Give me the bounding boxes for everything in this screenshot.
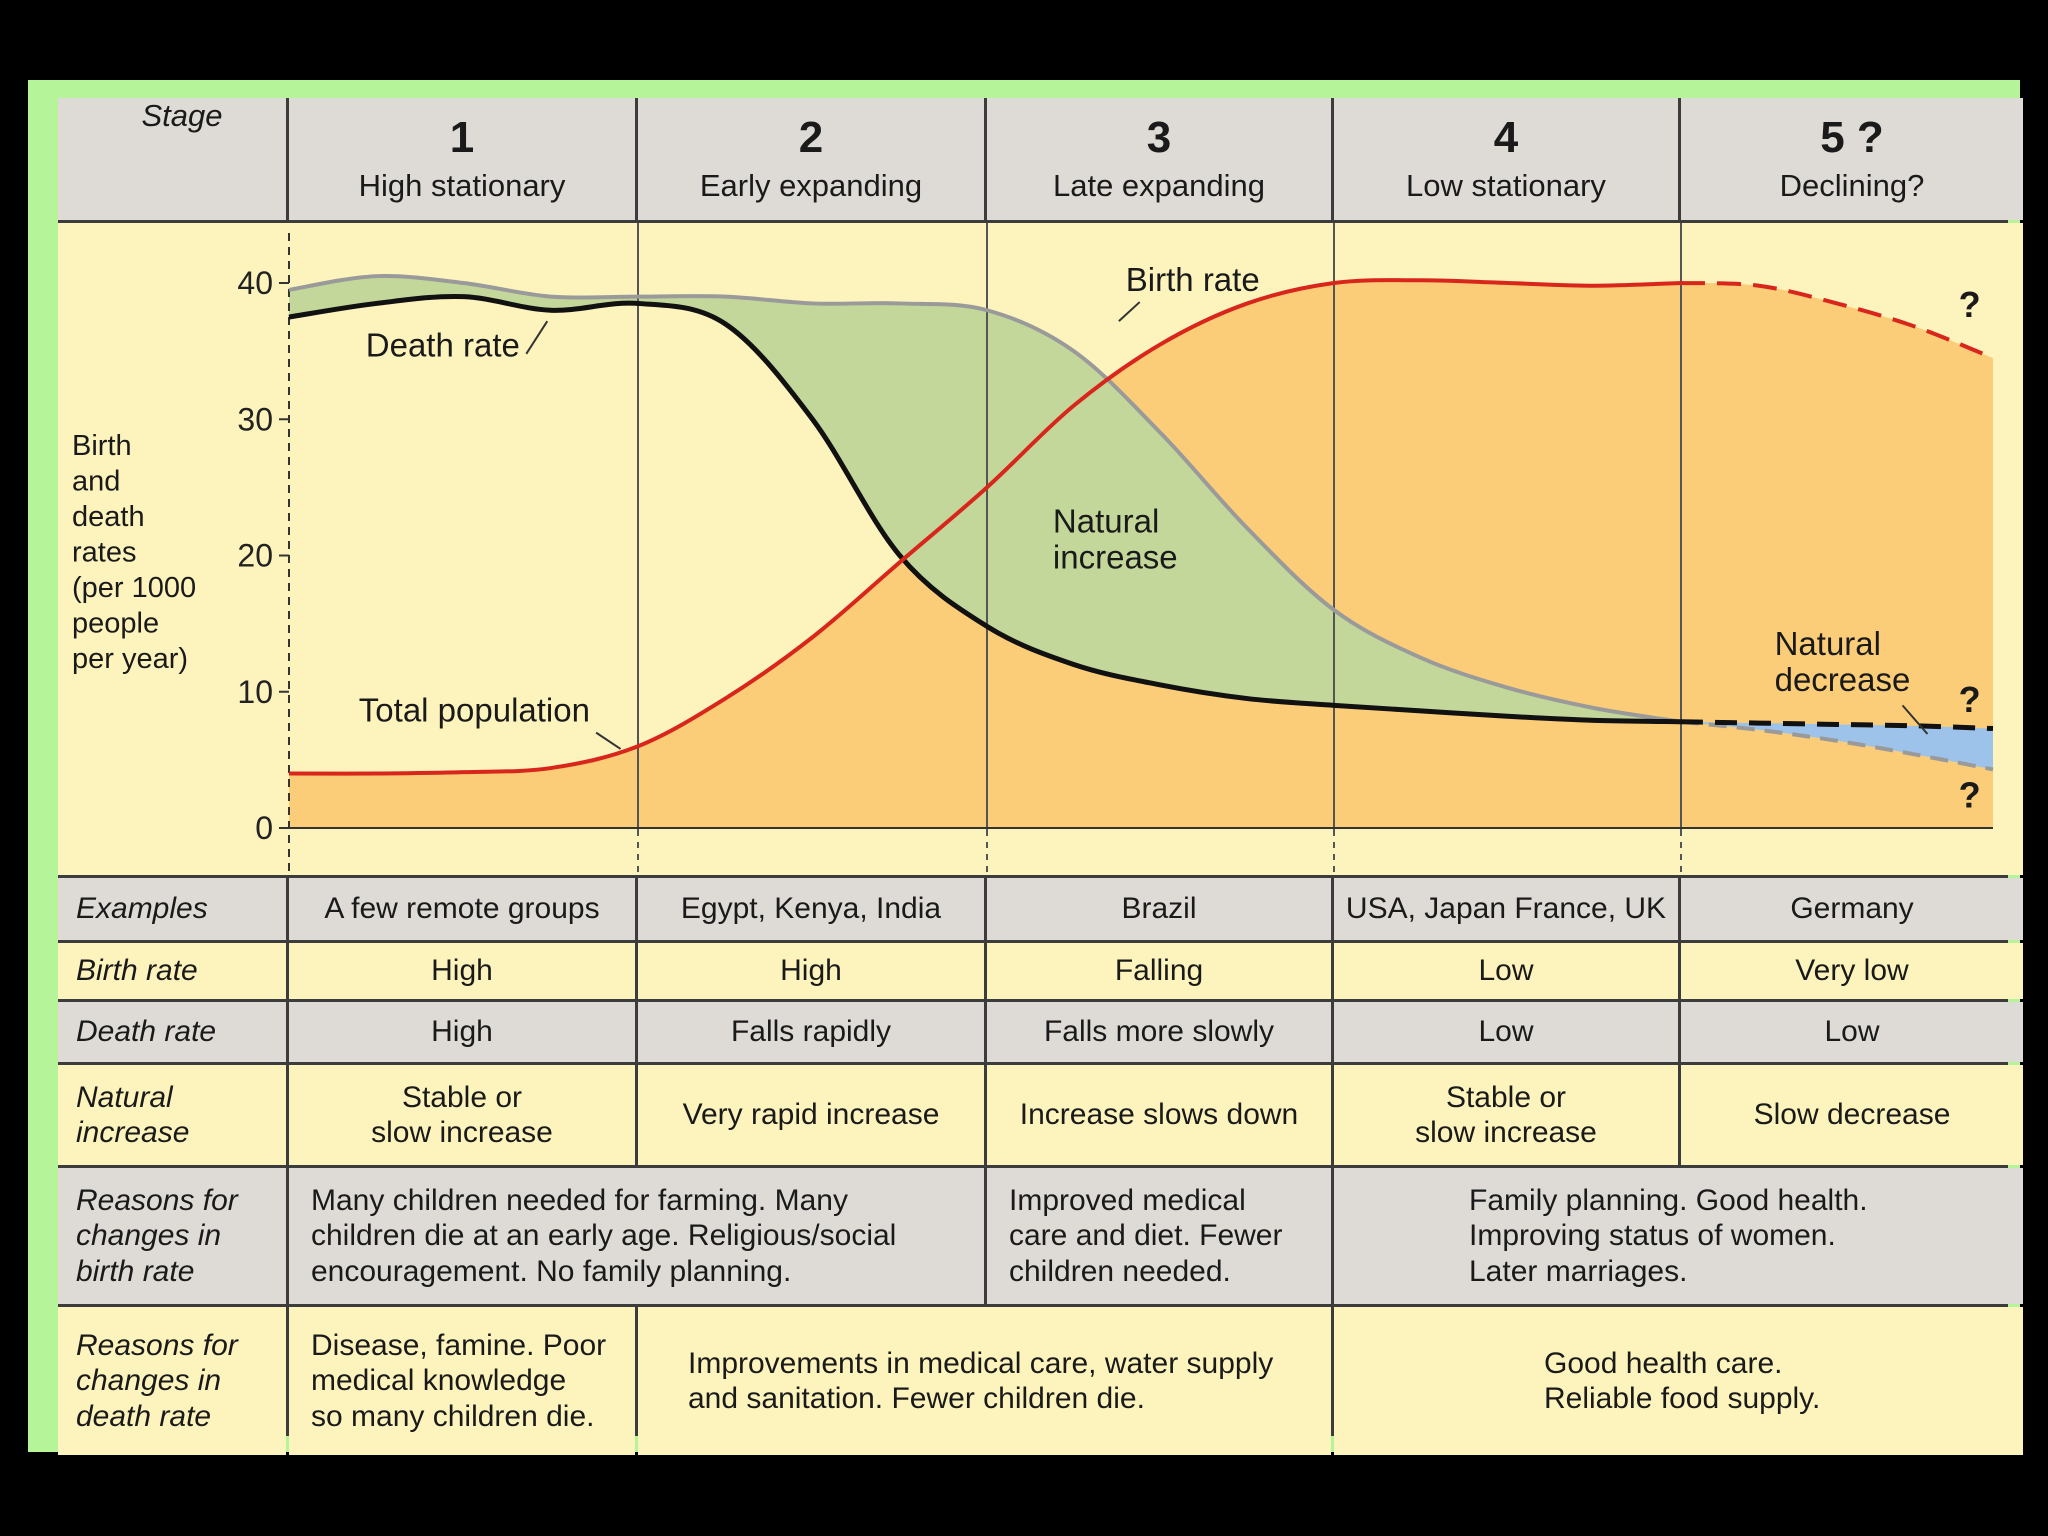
row-label-reasons-death: Reasons for changes in death rate [58,1307,286,1455]
death-rate-annotation: Death rate [366,327,520,364]
stage-number: 5 ? [1820,112,1884,162]
natural-decrease-annotation: Natural decrease [1775,625,1911,698]
demographic-transition-table: Stage 1 High stationary 2 Early expanding … [58,98,2023,1455]
row-label-natural-increase: Natural increase [58,1065,286,1165]
stage-header-label: Stage [58,98,286,220]
y-tick-label: 20 [237,538,273,574]
examples-cell: A few remote groups [289,878,635,940]
birth-rate-question-mark: ? [1959,775,1981,816]
total-population-pointer [595,731,622,750]
death-rate-question-mark: ? [1959,679,1981,720]
birth-rate-cell: Very low [1681,943,2023,999]
stage-name: High stationary [358,168,566,204]
diagram-frame: Stage 1 High stationary 2 Early expanding … [28,80,2023,1455]
y-tick-label: 10 [237,674,273,710]
death-rate-cell: High [289,1002,635,1062]
death-rate-cell: Low [1334,1002,1678,1062]
birth-rate-cell: High [638,943,984,999]
row-label-birth-rate: Birth rate [58,943,286,999]
birth-rate-annotation: Birth rate [1126,261,1260,298]
reasons-death-stage-4-5: Good health care. Reliable food supply. [1334,1307,2023,1455]
stage-4-header: 4 Low stationary [1334,98,1678,220]
death-rate-pointer [525,320,549,355]
reasons-birth-stage-3: Improved medical care and diet. Fewer ch… [987,1168,1331,1304]
natural-increase-cell: Stable or slow increase [289,1065,635,1165]
stage-name: Low stationary [1406,168,1606,204]
examples-cell: Brazil [987,878,1331,940]
y-tick-label: 0 [255,810,273,846]
stage-name: Late expanding [1052,168,1266,204]
total-population-line [288,278,1682,776]
row-label-examples: Examples [58,878,286,940]
y-tick-label: 40 [237,265,273,301]
birth-rate-cell: Falling [987,943,1331,999]
examples-cell: Egypt, Kenya, India [638,878,984,940]
birth-rate-line [288,274,1682,724]
natural-decrease-area [1681,721,1993,770]
birth-rate-cell: High [289,943,635,999]
stage-number: 2 [798,112,824,162]
death-rate-cell: Falls rapidly [638,1002,984,1062]
natural-decrease-pointer [1901,704,1929,735]
y-tick-label: 30 [237,401,273,437]
birth-rate-pointer [1118,301,1141,322]
stage-name: Declining? [1779,168,1925,204]
examples-cell: USA, Japan France, UK [1334,878,1678,940]
demographic-transition-chart: 0 10 20 30 40 Birth and death rates (per 1000 peop… [72,223,1994,875]
total-population-annotation: Total population [359,692,590,729]
stage-number: 1 [449,112,475,162]
population-question-mark: ? [1959,284,1981,325]
reasons-birth-stage-1-2: Many children needed for farming. Many c… [289,1168,984,1304]
death-rate-cell: Low [1681,1002,2023,1062]
y-axis-label: Birth and death rates (per 1000 people per yea… [72,430,196,675]
natural-increase-annotation: Natural increase [1053,502,1178,575]
total-population-projection [1680,281,1994,360]
natural-increase-cell: Slow decrease [1681,1065,2023,1165]
stage-number: 3 [1146,112,1172,162]
birth-rate-cell: Low [1334,943,1678,999]
stage-label-text: Stage [141,98,223,133]
natural-increase-cell: Very rapid increase [638,1065,984,1165]
reasons-death-stage-1: Disease, famine. Poor medical knowledge … [289,1307,635,1455]
stage-3-header: 3 Late expanding [987,98,1331,220]
examples-cell: Germany [1681,878,2023,940]
stage-number: 4 [1493,112,1519,162]
stage-5-header: 5 ? Declining? [1681,98,2023,220]
chart-area: 0 10 20 30 40 Birth and death rates (per 1000 peop… [58,223,2023,875]
birth-rate-projection [1680,719,1994,772]
natural-increase-cell: Increase slows down [987,1065,1331,1165]
death-rate-line [288,293,1682,725]
natural-increase-cell: Stable or slow increase [1334,1065,1678,1165]
reasons-birth-stage-4-5: Family planning. Good health. Improving … [1334,1168,2023,1304]
reasons-death-stage-2-3: Improvements in medical care, water supp… [638,1307,1331,1455]
row-label-reasons-birth: Reasons for changes in birth rate [58,1168,286,1304]
death-rate-cell: Falls more slowly [987,1002,1331,1062]
death-rate-projection [1680,719,1994,732]
row-label-death-rate: Death rate [58,1002,286,1062]
stage-1-header: 1 High stationary [289,98,635,220]
stage-name: Early expanding [699,168,923,204]
stage-2-header: 2 Early expanding [638,98,984,220]
